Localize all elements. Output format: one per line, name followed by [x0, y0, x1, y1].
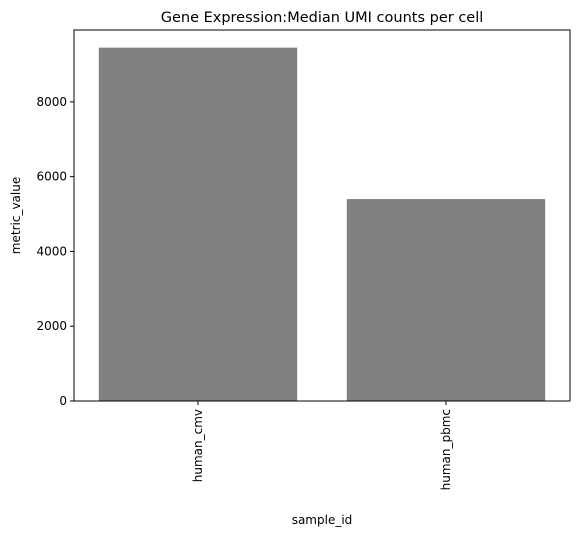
- y-tick-label: 4000: [36, 244, 67, 258]
- x-axis: human_cmv human_pbmc: [191, 401, 453, 490]
- y-tick-label: 8000: [36, 95, 67, 109]
- y-tick-label: 6000: [36, 170, 67, 184]
- bar-human_pbmc: [346, 199, 546, 401]
- y-axis-label: metric_value: [9, 177, 23, 254]
- y-tick-label: 2000: [36, 319, 67, 333]
- y-axis: 0 2000 4000 6000 8000: [36, 95, 74, 408]
- bars-group: [98, 47, 546, 402]
- x-tick-label: human_pbmc: [439, 409, 453, 490]
- plot-frame: [73, 29, 571, 402]
- x-tick-label: human_cmv: [191, 409, 205, 482]
- y-tick-label: 0: [59, 394, 67, 408]
- chart-title: Gene Expression:Median UMI counts per ce…: [161, 10, 484, 26]
- x-axis-label: sample_id: [292, 513, 353, 527]
- bar-human_cmv: [98, 47, 298, 402]
